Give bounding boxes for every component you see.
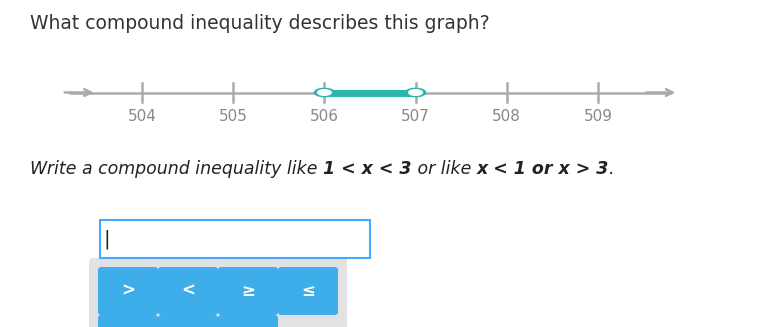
Circle shape — [314, 88, 334, 96]
Text: x < 1 or x > 3: x < 1 or x > 3 — [476, 160, 608, 178]
Text: ≥: ≥ — [241, 282, 255, 300]
FancyBboxPatch shape — [100, 220, 370, 258]
Text: |: | — [104, 229, 111, 249]
Circle shape — [317, 90, 331, 95]
Circle shape — [409, 90, 422, 95]
FancyBboxPatch shape — [98, 315, 158, 327]
FancyBboxPatch shape — [278, 267, 338, 315]
FancyBboxPatch shape — [158, 315, 218, 327]
Text: Write a compound inequality like: Write a compound inequality like — [30, 160, 323, 178]
Text: <: < — [181, 282, 195, 300]
FancyBboxPatch shape — [98, 267, 158, 315]
Text: 505: 505 — [219, 109, 248, 124]
Text: 508: 508 — [492, 109, 521, 124]
Text: >: > — [121, 282, 135, 300]
FancyBboxPatch shape — [158, 267, 218, 315]
Circle shape — [406, 88, 425, 96]
Text: 1 < x < 3: 1 < x < 3 — [323, 160, 411, 178]
Text: 509: 509 — [584, 109, 612, 124]
Text: .: . — [608, 160, 615, 178]
FancyBboxPatch shape — [218, 267, 278, 315]
FancyBboxPatch shape — [218, 315, 278, 327]
Text: 504: 504 — [127, 109, 157, 124]
FancyBboxPatch shape — [89, 258, 347, 327]
Text: What compound inequality describes this graph?: What compound inequality describes this … — [30, 14, 490, 33]
Text: or like: or like — [411, 160, 476, 178]
Text: 506: 506 — [310, 109, 339, 124]
Text: 507: 507 — [401, 109, 430, 124]
Text: ≤: ≤ — [301, 282, 315, 300]
